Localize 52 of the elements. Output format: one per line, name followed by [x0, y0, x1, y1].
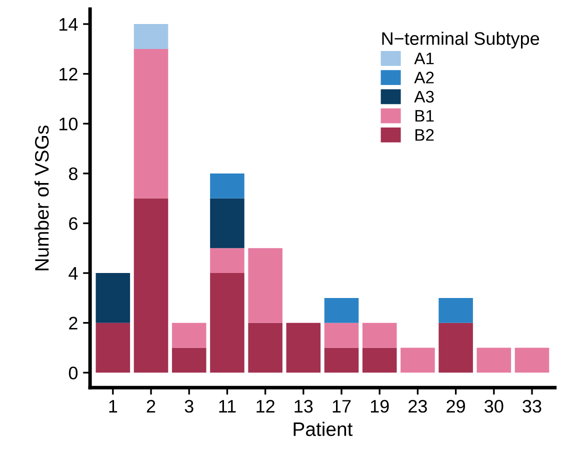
bar	[324, 322, 359, 348]
legend-title: N−terminal Subtype	[382, 32, 540, 49]
x-tick-label: 1	[109, 400, 118, 412]
y-tick-label: 2	[69, 316, 78, 330]
x-axis-title: Patient	[294, 422, 353, 436]
bar	[210, 198, 244, 248]
bar	[96, 322, 130, 373]
bar	[248, 248, 282, 323]
legend-label: A3	[414, 90, 434, 103]
bar	[210, 173, 244, 198]
bar	[438, 322, 473, 373]
x-tick-label: 11	[219, 400, 236, 412]
bar	[400, 348, 435, 373]
y-axis-title: Number of VSGs	[34, 126, 49, 270]
x-tick-label: 3	[184, 400, 194, 413]
legend-label: A2	[414, 72, 434, 84]
bar	[324, 298, 359, 323]
legend-label: B1	[415, 110, 434, 122]
bar	[210, 248, 244, 274]
y-tick-label: 12	[60, 68, 78, 80]
y-tick-label: 8	[68, 167, 78, 180]
x-tick-label: 19	[370, 400, 389, 413]
legend-label: B2	[415, 129, 434, 141]
y-tick-label: 6	[69, 217, 78, 230]
y-tick-label: 10	[60, 118, 78, 130]
x-tick-label: 13	[294, 400, 313, 413]
x-tick-label: 17	[332, 400, 351, 412]
bar	[248, 322, 282, 373]
x-tick-label: 23	[408, 400, 427, 413]
legend-label: A1	[414, 52, 434, 64]
y-tick-label: 0	[68, 366, 78, 380]
bar	[476, 348, 512, 373]
bar	[172, 348, 206, 373]
x-tick-label: 30	[484, 400, 504, 413]
bar	[96, 273, 130, 323]
bar	[172, 322, 206, 348]
bar	[362, 322, 397, 348]
y-tick-label: 4	[68, 267, 78, 280]
bar	[324, 348, 359, 373]
x-tick-label: 33	[522, 400, 542, 413]
bar	[210, 273, 244, 373]
bar	[134, 198, 168, 373]
bar	[438, 298, 473, 323]
x-tick-label: 12	[256, 400, 274, 412]
x-tick-label: 2	[146, 400, 156, 412]
bar	[362, 348, 397, 373]
y-tick-label: 14	[60, 18, 78, 31]
bar	[514, 348, 550, 373]
bar	[286, 322, 321, 373]
bar	[134, 24, 168, 49]
bar	[134, 48, 168, 198]
x-tick-label: 29	[446, 400, 465, 413]
